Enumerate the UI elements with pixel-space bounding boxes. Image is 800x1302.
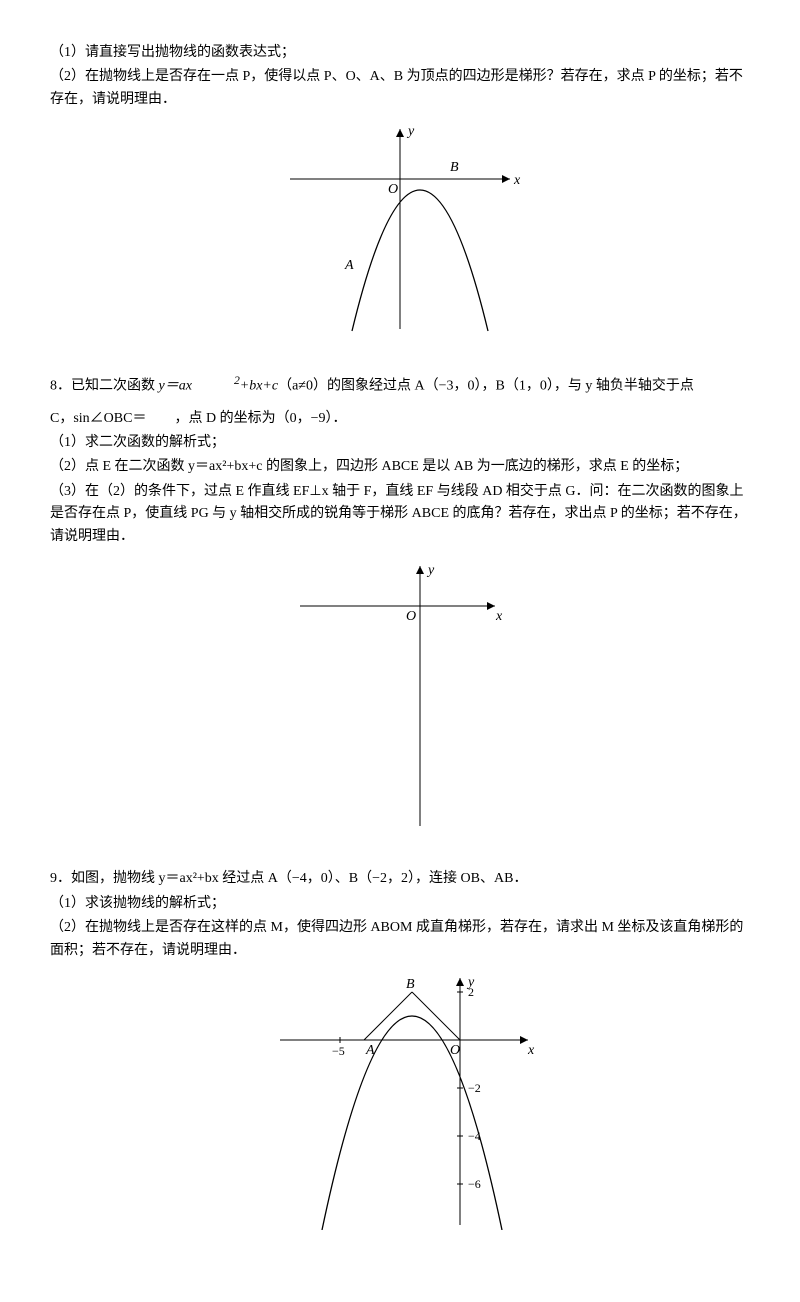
- point-b: B: [450, 160, 459, 175]
- tick-n6-label: −6: [468, 1177, 481, 1191]
- y-arrow: [396, 129, 404, 137]
- point-a: A: [344, 258, 354, 273]
- origin-label-8: O: [406, 609, 416, 624]
- tick-n2-label: −2: [468, 1081, 481, 1095]
- line-ob: [412, 992, 460, 1040]
- y-arrow-9: [456, 978, 464, 986]
- p8-figure: y x O: [50, 556, 750, 844]
- origin-label-9: O: [450, 1043, 460, 1058]
- h: [355, 179, 400, 324]
- tick-n5-label: −5: [332, 1044, 345, 1058]
- p8-expr-2: +bx+c: [240, 378, 278, 393]
- y-label-8: y: [426, 563, 435, 578]
- p9-figure: −5 2 −2 −4 −6 y x O B A: [50, 970, 750, 1238]
- p8-stem-b: （a≠0）的图象经过点 A（−3，0），B（1，0），与 y 轴负半轴交于点: [278, 378, 694, 393]
- p9-q2: （2）在抛物线上是否存在这样的点 M，使得四边形 ABOM 成直角梯形，若存在，…: [50, 917, 750, 962]
- line-ab: [364, 992, 412, 1040]
- y-label-9: y: [466, 975, 475, 990]
- x-label: x: [513, 173, 521, 188]
- origin-label: O: [388, 182, 398, 197]
- x-arrow-8: [487, 602, 495, 610]
- p7-figure: y x O B A: [50, 119, 750, 347]
- p9-stem: 9．如图，抛物线 y＝ax²+bx 经过点 A（−4，0）、B（−2，2），连接…: [50, 868, 750, 890]
- parabola-7: [352, 190, 488, 331]
- p8-stem-line2: C，sin∠OBC＝ ，点 D 的坐标为（0，−9）．: [50, 408, 750, 430]
- x-arrow-9: [520, 1036, 528, 1044]
- p8-q1: （1）求二次函数的解析式；: [50, 432, 750, 454]
- p7-q2: （2）在抛物线上是否存在一点 P，使得以点 P、O、A、B 为顶点的四边形是梯形…: [50, 66, 750, 111]
- y-arrow-8: [416, 566, 424, 574]
- x-label-9: x: [527, 1043, 535, 1058]
- x-label-8: x: [495, 609, 503, 624]
- hidden3: [350, 172, 490, 320]
- point-b-9: B: [406, 977, 415, 992]
- parabola-9: [322, 1016, 502, 1230]
- x-arrow: [502, 175, 510, 183]
- p8-q2: （2）点 E 在二次函数 y＝ax²+bx+c 的图象上，四边形 ABCE 是以…: [50, 456, 750, 478]
- point-a-9: A: [365, 1043, 375, 1058]
- p7-q1: （1）请直接写出抛物线的函数表达式；: [50, 42, 750, 64]
- p8-stem-a: 8．已知二次函数: [50, 378, 159, 393]
- p8-stem-line1: 8．已知二次函数 y＝ax 2+bx+c（a≠0）的图象经过点 A（−3，0），…: [50, 372, 750, 398]
- p8-expr-1: y＝ax: [159, 378, 192, 393]
- p9-q1: （1）求该抛物线的解析式；: [50, 893, 750, 915]
- y-label: y: [406, 124, 415, 139]
- hidden2: [345, 194, 495, 324]
- p8-q3: （3）在（2）的条件下，过点 E 作直线 EF⊥x 轴于 F，直线 EF 与线段…: [50, 481, 750, 548]
